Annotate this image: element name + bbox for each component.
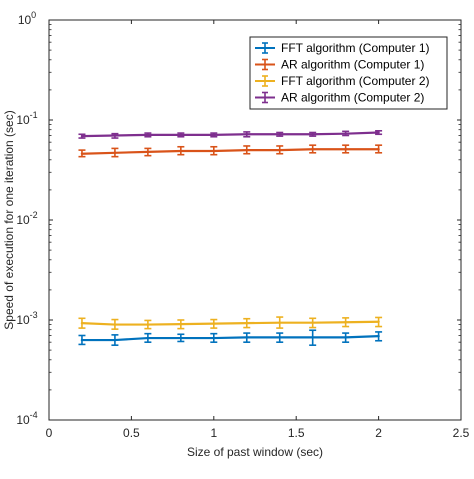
y-tick-base: 10 [16,213,30,227]
data-point [80,134,84,138]
data-point [179,149,183,153]
legend: FFT algorithm (Computer 1) AR algorithm (… [249,36,448,110]
y-tick-label: 10-3 [16,310,37,327]
data-point [179,322,183,326]
data-point [146,133,150,137]
series-line [81,320,379,326]
data-point [80,321,84,325]
data-point [113,323,117,326]
y-tick-label: 10-2 [16,210,37,227]
data-point [245,148,248,152]
y-tick-exponent: -3 [30,310,38,320]
data-point [146,323,150,326]
series-4 [78,129,383,139]
data-point [179,336,183,340]
legend-box [249,36,448,110]
data-point [212,149,215,153]
series-layer [78,129,383,346]
x-tick-label: 1 [210,426,217,440]
legend-label: FFT algorithm (Computer 1) [281,41,429,55]
legend-label: AR algorithm (Computer 2) [281,91,424,105]
data-point [278,336,281,339]
data-point [212,133,215,137]
y-tick-label: 100 [18,10,36,27]
series-1 [78,329,383,346]
data-point [344,336,347,339]
series-line [81,335,379,342]
data-point [212,336,215,340]
data-point [311,148,314,151]
y-axis-label: Speed of execution for one iteration (se… [2,110,16,329]
data-point [179,133,183,137]
data-point [311,321,314,324]
series-2 [78,144,383,158]
y-tick-exponent: 0 [31,10,36,20]
x-tick-label: 2.5 [453,426,470,440]
data-point [344,132,347,135]
data-point [245,133,248,136]
series-line [81,131,379,138]
y-tick-exponent: -2 [30,210,38,220]
x-tick-label: 2 [375,426,382,440]
data-point [146,336,150,340]
data-point [377,334,380,338]
series-3 [78,316,383,330]
data-point [344,321,347,324]
legend-entry: FFT algorithm (Computer 1) [255,41,429,55]
legend-entry: FFT algorithm (Computer 2) [255,74,429,88]
data-point [212,322,215,325]
x-tick-label: 0 [46,426,53,440]
data-point [245,336,248,339]
data-point [377,148,380,151]
y-tick-base: 10 [16,413,30,427]
data-point [113,151,117,154]
y-tick-exponent: -4 [30,410,38,420]
x-tick-label: 0.5 [123,426,140,440]
data-point [245,321,248,325]
data-point [377,131,380,134]
data-point [278,133,281,136]
data-point [311,133,314,136]
data-point [311,336,314,339]
y-tick-label: 10-4 [16,410,37,427]
legend-label: AR algorithm (Computer 1) [281,58,424,72]
x-tick-label: 1.5 [288,426,305,440]
y-tick-base: 10 [18,13,32,27]
y-tick-base: 10 [16,313,30,327]
data-point [113,338,117,342]
legend-entry: AR algorithm (Computer 2) [255,91,424,105]
data-point [377,320,380,323]
x-axis-label: Size of past window (sec) [187,445,323,459]
series-line [81,148,379,155]
data-point [278,148,281,152]
y-tick-exponent: -1 [30,110,38,120]
data-point [113,134,117,137]
y-tick-label: 10-1 [16,110,37,127]
data-point [80,152,84,155]
y-tick-base: 10 [16,113,30,127]
data-point [80,338,84,342]
data-point [278,321,281,324]
data-point [146,150,150,154]
legend-label: FFT algorithm (Computer 2) [281,74,429,88]
data-point [344,148,347,151]
legend-entry: AR algorithm (Computer 1) [255,58,424,72]
